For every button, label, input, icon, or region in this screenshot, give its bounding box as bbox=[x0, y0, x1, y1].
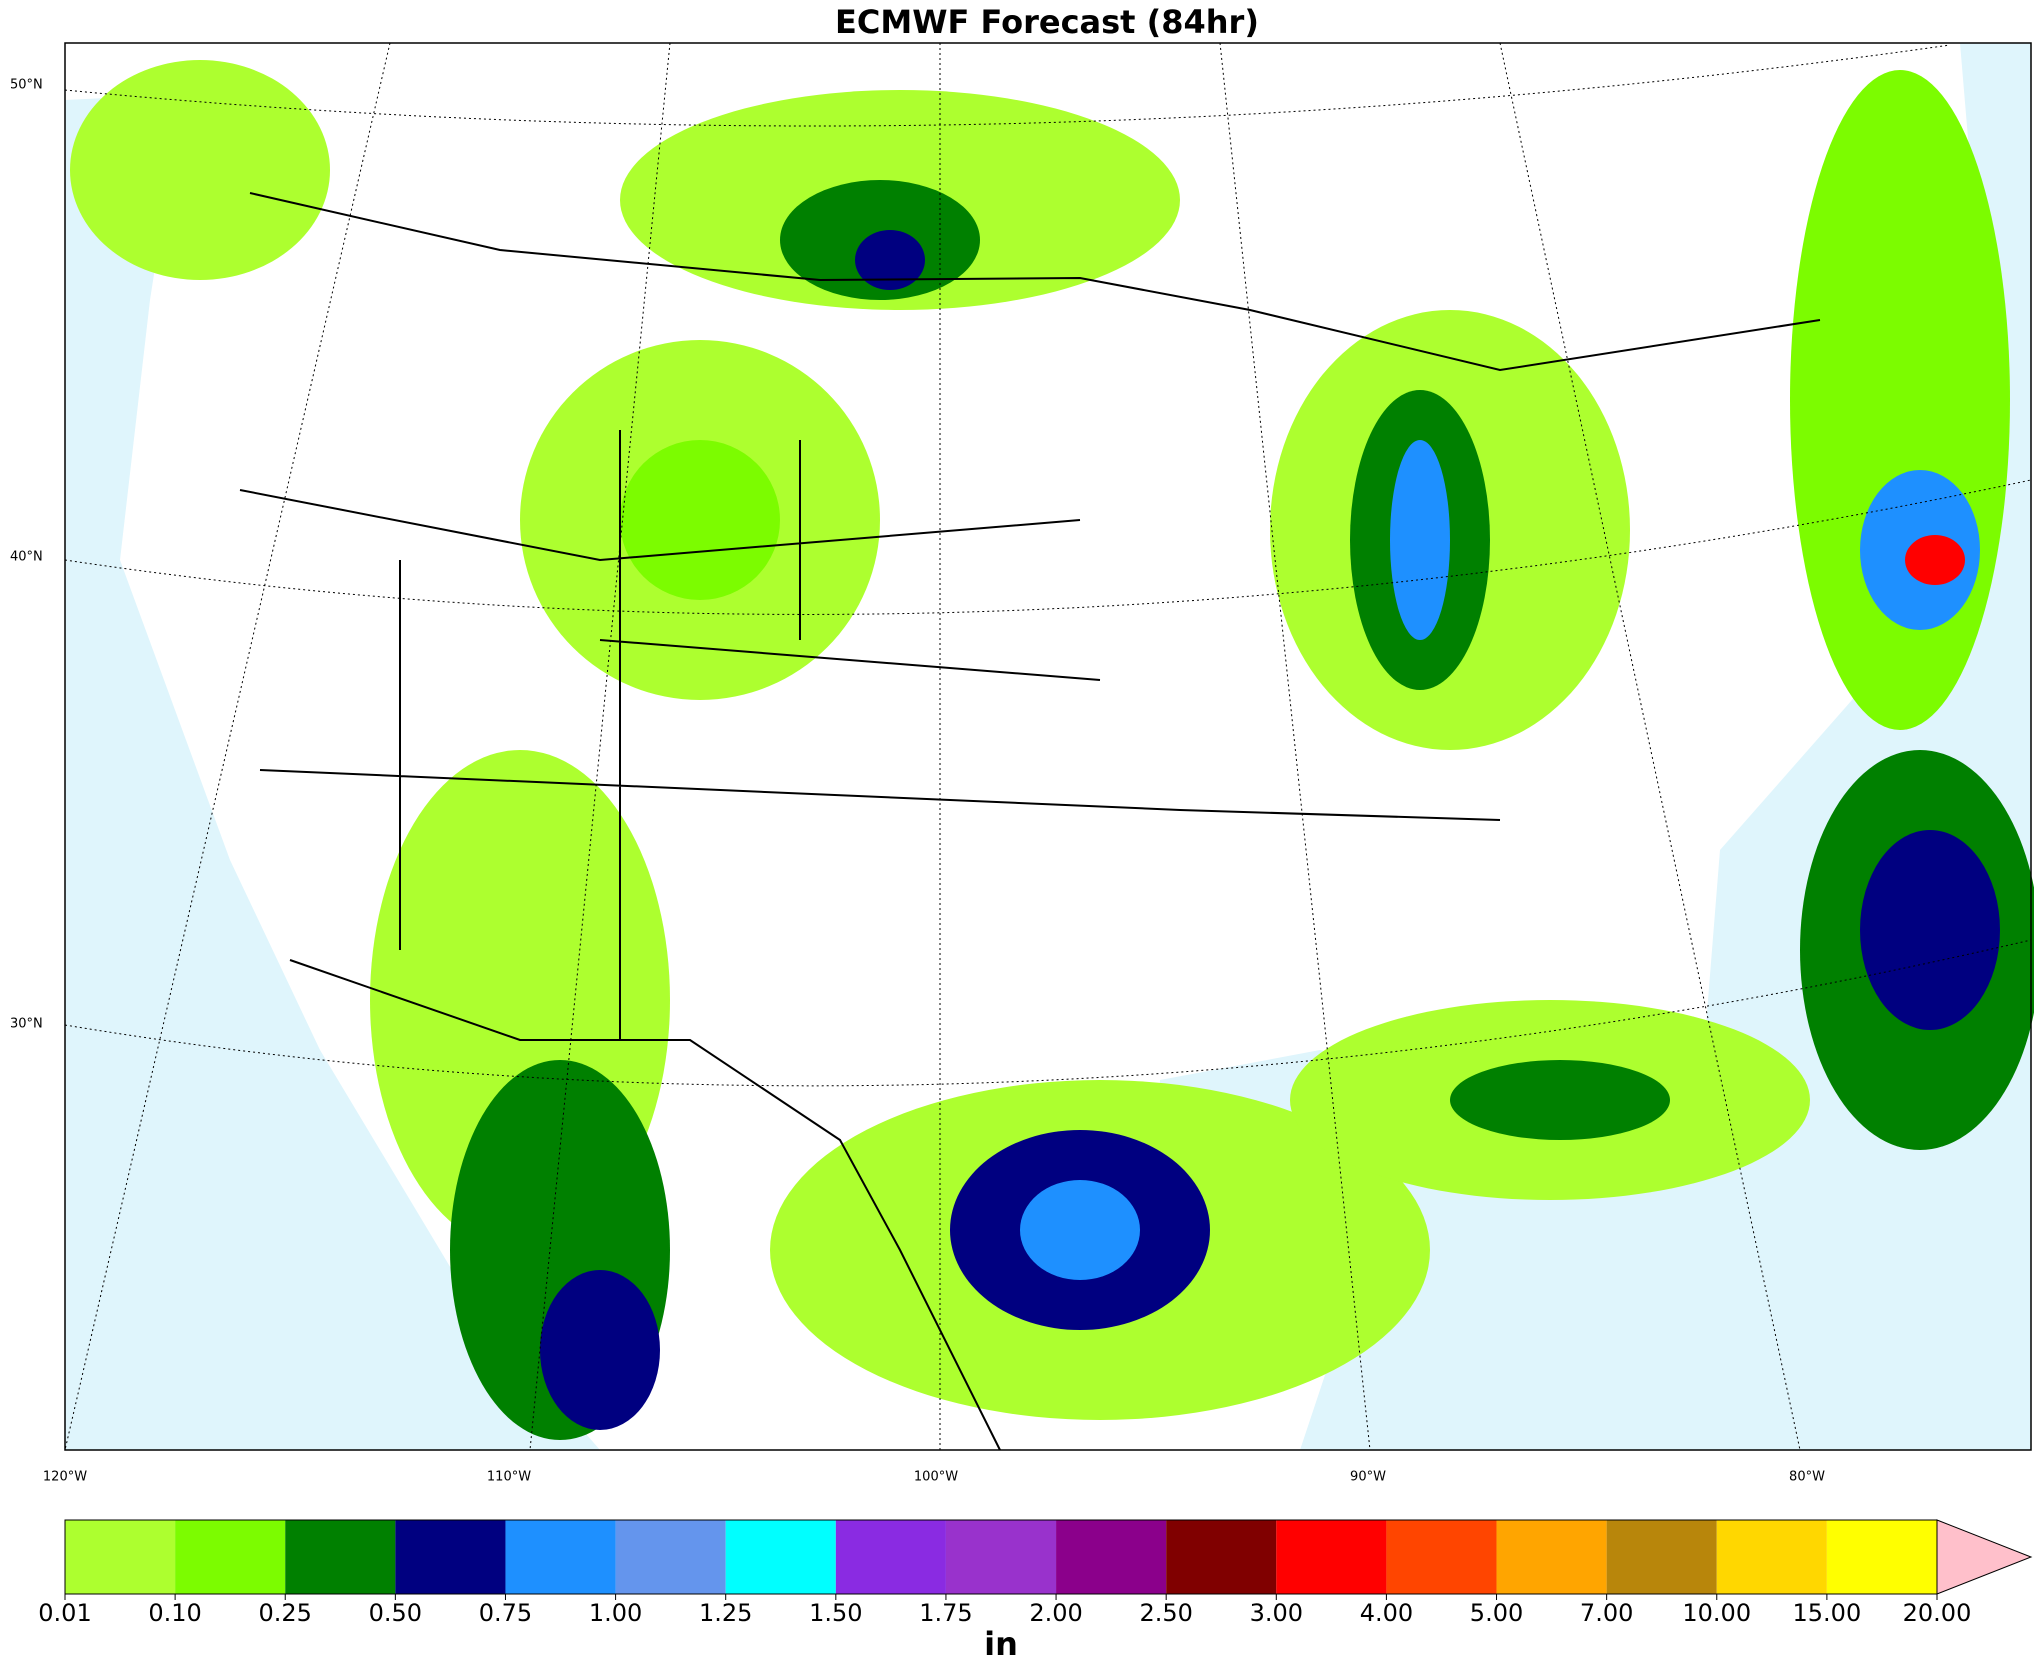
colorbar-tick-label: 20.00 bbox=[1903, 1599, 1972, 1627]
colorbar-box bbox=[65, 1520, 176, 1594]
colorbar-tick-label: 0.01 bbox=[38, 1599, 91, 1627]
colorbar-tick-label: 4.00 bbox=[1360, 1599, 1413, 1627]
lon-label: 110°W bbox=[487, 1470, 531, 1485]
colorbar-box bbox=[1716, 1520, 1827, 1594]
colorbar-unit: in bbox=[984, 1625, 1018, 1663]
map-title: ECMWF Forecast (84hr) bbox=[835, 3, 1259, 41]
lon-label: 100°W bbox=[914, 1470, 958, 1485]
colorbar-tick-label: 1.50 bbox=[809, 1599, 862, 1627]
colorbar-box bbox=[505, 1520, 616, 1594]
colorbar-box bbox=[1386, 1520, 1497, 1594]
map-area bbox=[64, 42, 2034, 1451]
colorbar-tick-label: 2.50 bbox=[1139, 1599, 1192, 1627]
colorbar-box bbox=[1606, 1520, 1717, 1594]
colorbar-tick-label: 10.00 bbox=[1682, 1599, 1751, 1627]
colorbar: 0.01 0.10 0.25 0.50 0.75 1.00 1.25 1.50 1.75 2.00… bbox=[38, 1519, 2033, 1663]
colorbar-box bbox=[1056, 1520, 1167, 1594]
north-blank bbox=[65, 43, 1500, 100]
colorbar-tick-label: 15.00 bbox=[1793, 1599, 1862, 1627]
colorbar-box bbox=[945, 1520, 1057, 1594]
colorbar-box bbox=[725, 1520, 836, 1594]
colorbar-box bbox=[615, 1520, 726, 1594]
colorbar-box bbox=[395, 1520, 506, 1594]
map-frame bbox=[64, 42, 2032, 1451]
lat-label: 40°N bbox=[10, 550, 43, 565]
colorbar-tick-label: 1.25 bbox=[699, 1599, 752, 1627]
colorbar-tick-label: 5.00 bbox=[1470, 1599, 1523, 1627]
colorbar-tick-label: 1.00 bbox=[589, 1599, 642, 1627]
colorbar-tick-label: 0.50 bbox=[369, 1599, 422, 1627]
lat-label: 50°N bbox=[10, 78, 43, 93]
pacific bbox=[65, 43, 600, 1450]
colorbar-tick-label: 3.00 bbox=[1250, 1599, 1303, 1627]
colorbar-box bbox=[835, 1520, 946, 1594]
colorbar-tick-label: 2.00 bbox=[1029, 1599, 1082, 1627]
colorbar-box bbox=[1166, 1520, 1277, 1594]
colorbar-frame bbox=[64, 1519, 1938, 1595]
colorbar-tick-label: 1.75 bbox=[919, 1599, 972, 1627]
colorbar-box bbox=[1276, 1520, 1387, 1594]
lon-label: 120°W bbox=[43, 1470, 87, 1485]
lon-label: 90°W bbox=[1350, 1470, 1386, 1485]
colorbar-tick-label: 0.75 bbox=[479, 1599, 532, 1627]
colorbar-box bbox=[1496, 1520, 1607, 1594]
colorbar-tick-label: 7.00 bbox=[1580, 1599, 1633, 1627]
graticule-labels: 50°N 40°N 30°N 120°W 110°W 100°W 90°W 80°W bbox=[10, 78, 1825, 1485]
colorbar-extend bbox=[1936, 1519, 2033, 1595]
colorbar-tick-label: 0.25 bbox=[259, 1599, 312, 1627]
borders bbox=[239, 192, 1821, 1451]
precip bbox=[70, 60, 2034, 1440]
colorbar-box bbox=[285, 1520, 396, 1594]
colorbar-box bbox=[175, 1520, 286, 1594]
lat-label: 30°N bbox=[10, 1017, 43, 1032]
colorbar-box bbox=[1826, 1520, 1937, 1594]
lon-label: 80°W bbox=[1789, 1470, 1825, 1485]
colorbar-tick-label: 0.10 bbox=[148, 1599, 201, 1627]
graticule bbox=[64, 42, 2032, 1451]
